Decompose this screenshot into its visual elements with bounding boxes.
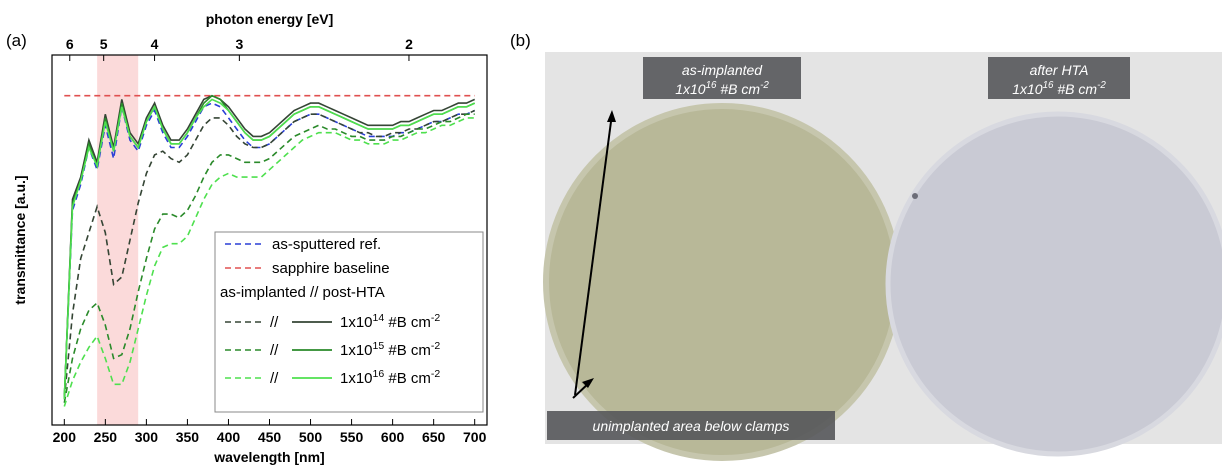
text-span: 1x10 — [340, 342, 373, 359]
plot-frame — [51, 54, 488, 426]
panel-label: (b) — [510, 31, 531, 50]
arrow — [574, 113, 613, 396]
legend: as-sputtered ref. sapphire baseline as-imp… — [214, 231, 484, 413]
superscript: -2 — [431, 312, 440, 324]
superscript: 16 — [706, 80, 717, 91]
y-axis-label: transmittance [a.u.] — [12, 175, 28, 304]
arrow-head — [582, 378, 594, 388]
superscript: 16 — [1043, 80, 1054, 91]
superscript: -2 — [1097, 80, 1106, 91]
text-span: 1x10 — [675, 81, 706, 97]
x-axis-label: wavelength [nm] — [213, 449, 324, 465]
text-span: #B cm — [384, 370, 431, 387]
superscript: 16 — [373, 368, 385, 380]
photo-label: after HTA — [1030, 62, 1089, 78]
x2-tick-label: 4 — [151, 36, 159, 52]
superscript: 15 — [373, 340, 385, 352]
superscript: -2 — [760, 80, 769, 91]
text-span: #B cm — [716, 81, 760, 97]
label-box — [988, 57, 1130, 99]
spot — [912, 193, 918, 199]
x-tick-label: 700 — [463, 429, 487, 445]
x-tick-label: 200 — [53, 429, 77, 445]
dose-label: 1x1014 #B cm-2 — [340, 312, 440, 331]
highlight-band — [97, 55, 139, 425]
x-tick-label: 400 — [217, 429, 241, 445]
superscript: -2 — [431, 368, 440, 380]
dose-label: 1x1016 #B cm-2 — [340, 368, 440, 387]
text-span: 1x10 — [1012, 81, 1043, 97]
data-line — [63, 117, 475, 407]
wafer-implanted — [543, 103, 901, 461]
panel-label: (a) — [6, 31, 27, 50]
data-line — [63, 113, 475, 403]
x-tick-label: 450 — [258, 429, 282, 445]
label-box — [643, 57, 801, 99]
photo: as-implanted after HTA unimplanted area … — [543, 52, 1222, 461]
text-span: #B cm — [384, 314, 431, 331]
legend-separator: // — [270, 342, 279, 359]
x2-tick-label: 6 — [66, 36, 74, 52]
legend-label: as-sputtered ref. — [272, 236, 381, 253]
text-span: #B cm — [1053, 81, 1097, 97]
x2-tick-label: 5 — [100, 36, 108, 52]
photo-label: unimplanted area below clamps — [593, 418, 790, 434]
x-tick-label: 650 — [422, 429, 446, 445]
label-box — [547, 411, 835, 440]
wafer-annealed — [885, 111, 1222, 457]
data-line — [63, 94, 476, 400]
x2-axis-label: photon energy [eV] — [206, 11, 334, 27]
legend-group-title: as-implanted // post-HTA — [220, 284, 385, 301]
x2-tick-label: 3 — [235, 36, 243, 52]
data-line — [63, 98, 476, 400]
superscript: 14 — [373, 312, 385, 324]
text-span: #B cm — [384, 342, 431, 359]
legend-separator: // — [270, 370, 279, 387]
dose-label: 1x1015 #B cm-2 — [340, 340, 440, 359]
x-tick-label: 500 — [299, 429, 323, 445]
superscript: -2 — [431, 340, 440, 352]
x-tick-label: 600 — [381, 429, 405, 445]
data-line — [63, 102, 476, 400]
data-line — [63, 109, 476, 400]
x2-tick-label: 2 — [405, 36, 413, 52]
arrow-head — [607, 110, 616, 122]
x-tick-label: 250 — [94, 429, 118, 445]
chart: 200 250 300 350 400 450 500 550 600 650 700 6 5 4 3 2 wa… — [12, 11, 488, 465]
x-tick-label: 300 — [135, 429, 159, 445]
photo-label: as-implanted — [682, 62, 763, 78]
text-span: 1x10 — [340, 314, 373, 331]
dose-label: 1x1016 #B cm-2 — [1012, 80, 1106, 97]
x-tick-label: 550 — [340, 429, 364, 445]
x-tick-label: 350 — [176, 429, 200, 445]
legend-separator: // — [270, 314, 279, 331]
dose-label: 1x1016 #B cm-2 — [675, 80, 769, 97]
legend-label: sapphire baseline — [272, 260, 390, 277]
text-span: 1x10 — [340, 370, 373, 387]
